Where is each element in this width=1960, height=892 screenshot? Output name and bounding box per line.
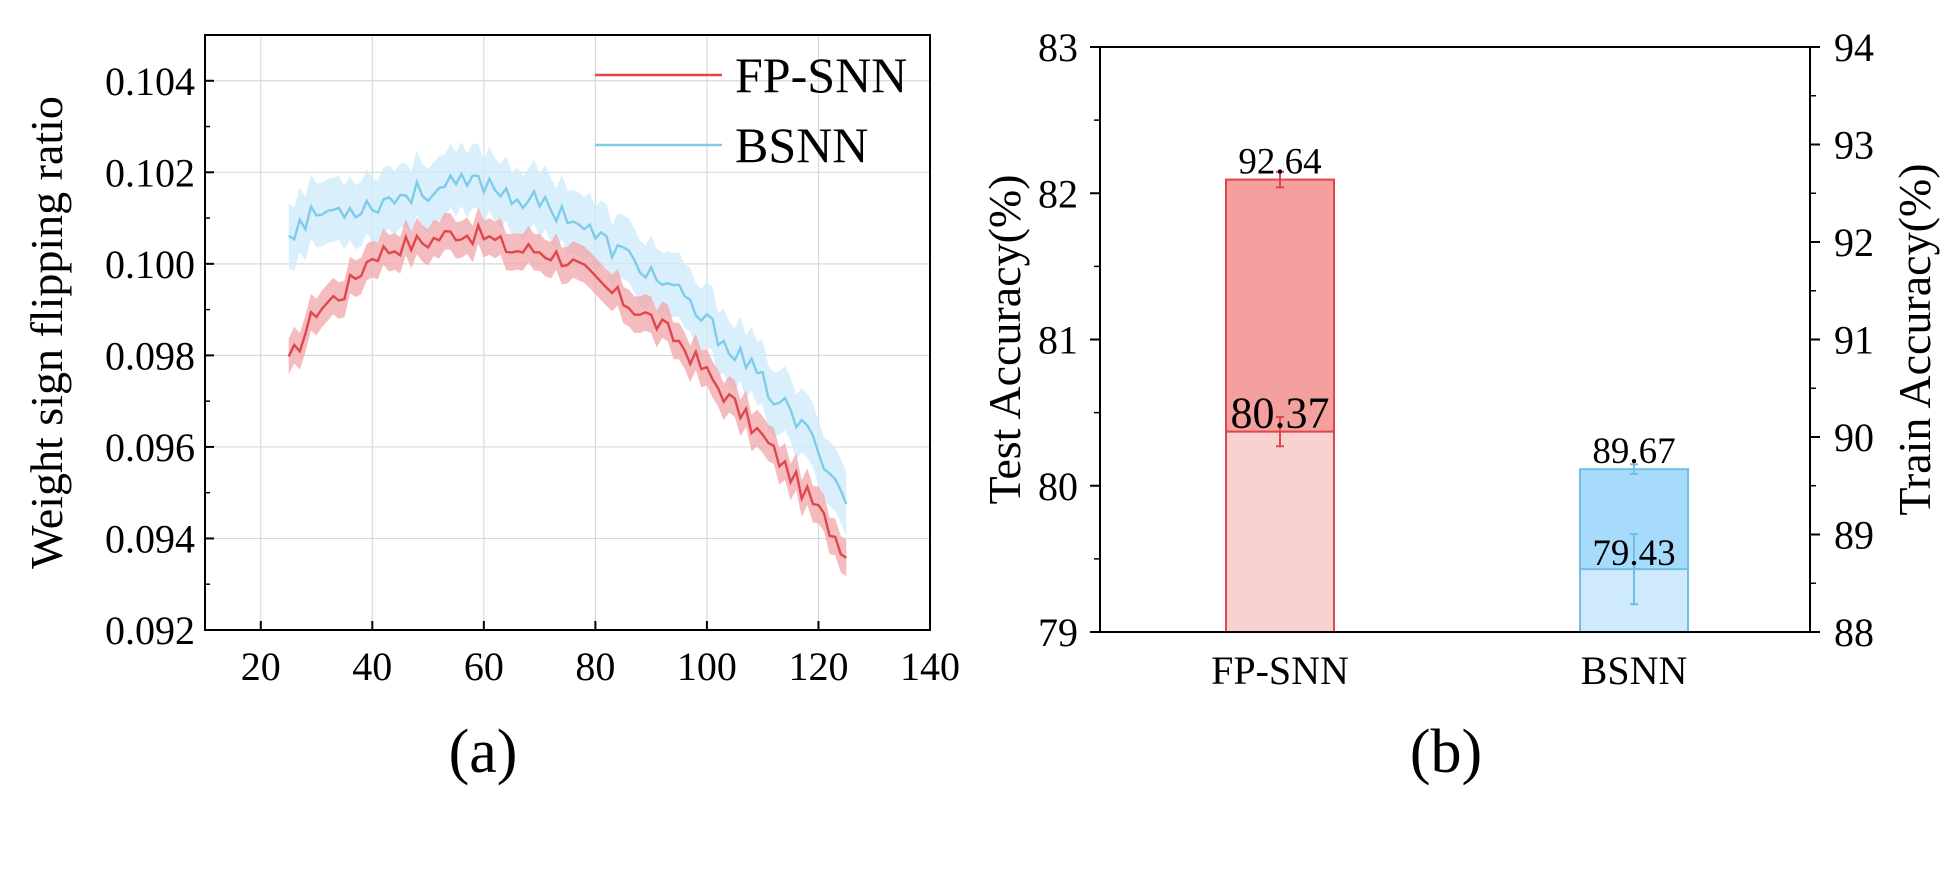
y-axis-title: Weight sign flipping ratio [21, 96, 72, 569]
y-tick-label: 0.098 [105, 333, 195, 378]
y-tick-label-left: 83 [1038, 25, 1078, 70]
y-tick-label-right: 90 [1834, 415, 1874, 460]
plot-frame [204, 34, 931, 631]
plot-frame [1099, 46, 1811, 633]
x-category-label: BSNN [1581, 648, 1688, 693]
bar-test-fp-snn [1225, 430, 1335, 634]
y-tick-label: 0.094 [105, 516, 195, 561]
panel-b-bar-chart: 92.64 80.37 FP-SNN 89.67 79.43 BSNN 79 80 81 82 83… [979, 25, 1940, 693]
x-tick-label: 60 [464, 644, 504, 689]
y-tick-label: 0.096 [105, 425, 195, 470]
y-tick-label-left: 81 [1038, 318, 1078, 363]
x-tick-label: 100 [677, 644, 737, 689]
bar-value-label-train-bsnn: 89.67 [1592, 431, 1675, 472]
bar-value-label-test-fp-snn: 80.37 [1231, 389, 1330, 438]
y-tick-label-right: 92 [1834, 220, 1874, 265]
legend-label-fp-snn: FP-SNN [735, 47, 907, 103]
y-tick-label-right: 93 [1834, 123, 1874, 168]
y-tick-label: 0.102 [105, 150, 195, 195]
y-axis-title-left: Test Accuracy(%) [979, 174, 1030, 504]
y-tick-label-left: 79 [1038, 610, 1078, 655]
x-tick-label: 40 [352, 644, 392, 689]
bar-value-label-train-fp-snn: 92.64 [1238, 142, 1321, 183]
panel-label-b: (b) [1410, 718, 1482, 786]
x-tick-label: 140 [900, 644, 960, 689]
y-tick-label: 0.100 [105, 242, 195, 287]
band-fp-snn [288, 206, 847, 577]
y-tick-label-left: 80 [1038, 464, 1078, 509]
y-tick-label-right: 89 [1834, 513, 1874, 558]
y-tick-label-left: 82 [1038, 171, 1078, 216]
y-tick-label: 0.092 [105, 608, 195, 653]
legend-label-bsnn: BSNN [735, 117, 868, 173]
x-tick-label: 120 [788, 644, 848, 689]
x-tick-label: 20 [241, 644, 281, 689]
y-tick-label-right: 91 [1834, 318, 1874, 363]
panel-label-a: (a) [449, 718, 518, 786]
series-line-bsnn [288, 171, 848, 505]
series-line-fp-snn [287, 221, 847, 559]
x-category-label: FP-SNN [1211, 648, 1349, 693]
y-tick-label: 0.104 [105, 59, 195, 104]
x-tick-label: 80 [575, 644, 615, 689]
bar-value-label-test-bsnn: 79.43 [1592, 533, 1675, 574]
y-tick-label-right: 88 [1834, 610, 1874, 655]
y-tick-label-right: 94 [1834, 25, 1874, 70]
y-axis-title-right: Train Accuracy(%) [1889, 163, 1940, 515]
panel-a-line-chart: 20 40 60 80 100 120 140 0.092 0.094 0.096 0.098 0.1… [21, 34, 960, 689]
